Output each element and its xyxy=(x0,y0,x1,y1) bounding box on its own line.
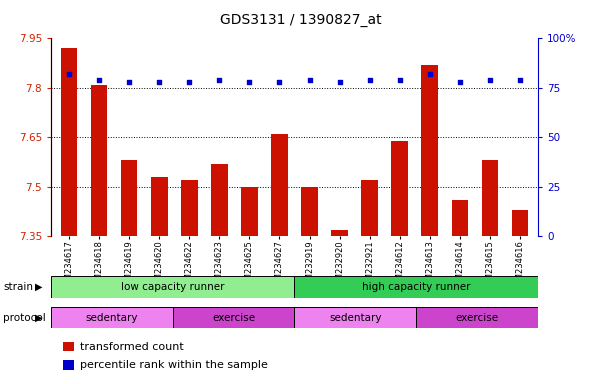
Point xyxy=(275,79,284,85)
Point xyxy=(335,79,344,85)
Point xyxy=(455,79,465,85)
Bar xyxy=(241,187,258,236)
Bar xyxy=(451,200,468,236)
Point xyxy=(245,79,254,85)
Bar xyxy=(416,307,538,328)
Text: protocol: protocol xyxy=(3,313,46,323)
Bar xyxy=(391,141,408,236)
Text: percentile rank within the sample: percentile rank within the sample xyxy=(80,360,268,370)
Text: exercise: exercise xyxy=(456,313,499,323)
Point xyxy=(215,77,224,83)
Bar xyxy=(481,161,498,236)
Text: sedentary: sedentary xyxy=(329,313,382,323)
Bar xyxy=(271,134,288,236)
Bar xyxy=(51,307,173,328)
Text: transformed count: transformed count xyxy=(80,342,184,352)
Text: strain: strain xyxy=(3,282,33,292)
Point xyxy=(154,79,164,85)
Point xyxy=(305,77,314,83)
Bar xyxy=(331,230,348,236)
Bar xyxy=(294,307,416,328)
Bar xyxy=(173,307,294,328)
Point xyxy=(365,77,374,83)
Bar xyxy=(51,276,294,298)
Text: sedentary: sedentary xyxy=(86,313,138,323)
Point xyxy=(395,77,404,83)
Bar xyxy=(294,276,538,298)
Text: GDS3131 / 1390827_at: GDS3131 / 1390827_at xyxy=(220,13,381,27)
Text: ▶: ▶ xyxy=(35,282,42,292)
Bar xyxy=(211,164,228,236)
Point xyxy=(515,77,525,83)
Bar xyxy=(421,65,438,236)
Point xyxy=(185,79,194,85)
Bar xyxy=(151,177,168,236)
Bar xyxy=(91,84,108,236)
Bar xyxy=(181,180,198,236)
Bar xyxy=(511,210,528,236)
Bar xyxy=(361,180,378,236)
Point xyxy=(124,79,134,85)
Bar xyxy=(301,187,318,236)
Point xyxy=(64,71,74,77)
Text: low capacity runner: low capacity runner xyxy=(121,282,225,292)
Bar xyxy=(121,161,138,236)
Text: ▶: ▶ xyxy=(35,313,42,323)
Point xyxy=(94,77,104,83)
Text: exercise: exercise xyxy=(212,313,255,323)
Bar xyxy=(61,48,78,236)
Point xyxy=(425,71,435,77)
Point xyxy=(485,77,495,83)
Text: high capacity runner: high capacity runner xyxy=(362,282,471,292)
